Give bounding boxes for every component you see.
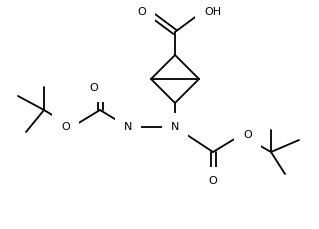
Text: O: O — [137, 7, 146, 17]
Text: O: O — [61, 122, 70, 132]
Text: N: N — [124, 122, 132, 132]
Text: N: N — [171, 122, 179, 132]
Text: OH: OH — [204, 7, 221, 17]
Text: O: O — [89, 83, 98, 93]
Text: O: O — [243, 130, 252, 140]
Text: O: O — [209, 176, 217, 186]
